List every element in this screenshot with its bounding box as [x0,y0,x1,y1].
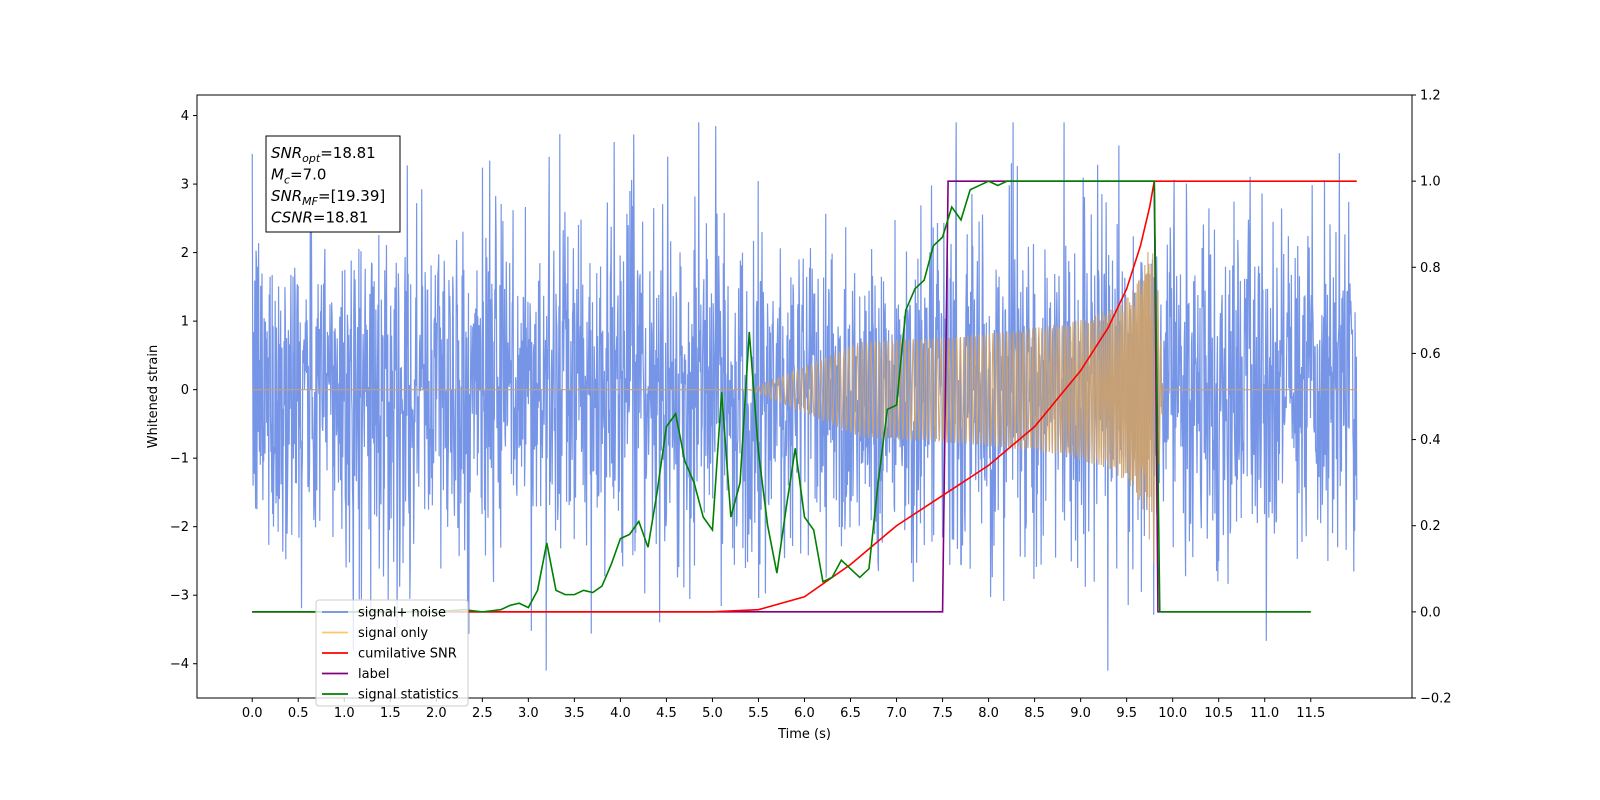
annotation-line: SNRopt=18.81 [271,144,376,165]
series-cumulative-snr-line [252,180,1357,613]
annotation-line: CSNR=18.81 [271,209,368,227]
x-tick-label: 0.0 [242,706,263,721]
legend-label: signal only [358,626,428,641]
annotation-line: SNRMF=[19.39] [271,187,385,208]
y-tick-label-left: 0 [181,383,189,398]
x-tick-label: 8.0 [978,706,999,721]
x-tick-label: 6.5 [840,706,861,721]
x-tick-label: 1.0 [334,706,355,721]
y-tick-label-left: 2 [181,246,189,261]
x-tick-label: 11.5 [1296,706,1325,721]
x-tick-label: 2.5 [472,706,493,721]
y-tick-label-right: 0.2 [1420,519,1441,534]
x-tick-label: 9.0 [1070,706,1091,721]
annotation-box: SNRopt=18.81Mc=7.0SNRMF=[19.39]CSNR=18.8… [265,135,401,233]
x-tick-label: 11.0 [1250,706,1279,721]
plot-area [251,122,1358,671]
y-tick-label-left: 4 [181,109,189,124]
x-axis: 0.0 0.5 1.0 1.5 2.0 2.5 3.0 3.5 4.0 4.5 5.0 5.5 6.0 6… [242,698,1325,721]
x-tick-label: 2.0 [426,706,447,721]
annotation-frame [265,135,401,233]
legend-label: signal statistics [358,688,459,703]
legend-label: label [358,667,389,682]
legend-label: signal+ noise [358,606,446,621]
x-tick-label: 9.5 [1116,706,1137,721]
x-tick-label: 7.0 [886,706,907,721]
y-tick-label-right: 0.8 [1420,261,1441,276]
y-tick-label-right: 1.0 [1420,175,1441,190]
y-tick-label-left: −1 [170,452,189,467]
y-tick-label-left: −4 [170,657,189,672]
x-tick-label: 8.5 [1024,706,1045,721]
x-tick-label: 1.5 [380,706,401,721]
y-axis-right: −0.2 0.0 0.2 0.4 0.6 0.8 1.0 1.2 [1412,89,1452,707]
y-tick-label-left: −3 [170,589,189,604]
y-tick-label-right: 0.4 [1420,433,1441,448]
legend: signal+ noise signal only cumilative SNR la… [315,599,469,707]
x-axis-label: Time (s) [777,727,831,742]
legend-frame [315,599,469,707]
x-tick-label: 6.0 [794,706,815,721]
x-tick-label: 4.5 [656,706,677,721]
x-tick-label: 10.5 [1204,706,1233,721]
series-signal-only-line [252,240,1357,564]
x-tick-label: 0.5 [288,706,309,721]
legend-label: cumilative SNR [358,647,457,662]
annotation-line: Mc=7.0 [271,166,326,187]
y-axis-left: −4 −3 −2 −1 0 1 2 3 4 [170,109,197,672]
y-tick-label-left: −2 [170,520,189,535]
x-tick-label: 3.5 [564,706,585,721]
y-tick-label-right: 0.0 [1420,605,1441,620]
x-tick-label: 7.5 [932,706,953,721]
y-tick-label-left: 1 [181,315,189,330]
x-tick-label: 5.0 [702,706,723,721]
y-axis-label: Whitened strain [146,345,161,448]
y-tick-label-right: 1.2 [1420,89,1441,104]
y-tick-label-right: 0.6 [1420,347,1441,362]
series-signal-statistics-line [252,180,1311,613]
x-tick-label: 5.5 [748,706,769,721]
x-tick-label: 10.0 [1158,706,1187,721]
y-tick-label-left: 3 [181,178,189,193]
x-tick-label: 4.0 [610,706,631,721]
y-tick-label-right: −0.2 [1420,692,1452,707]
x-tick-label: 3.0 [518,706,539,721]
